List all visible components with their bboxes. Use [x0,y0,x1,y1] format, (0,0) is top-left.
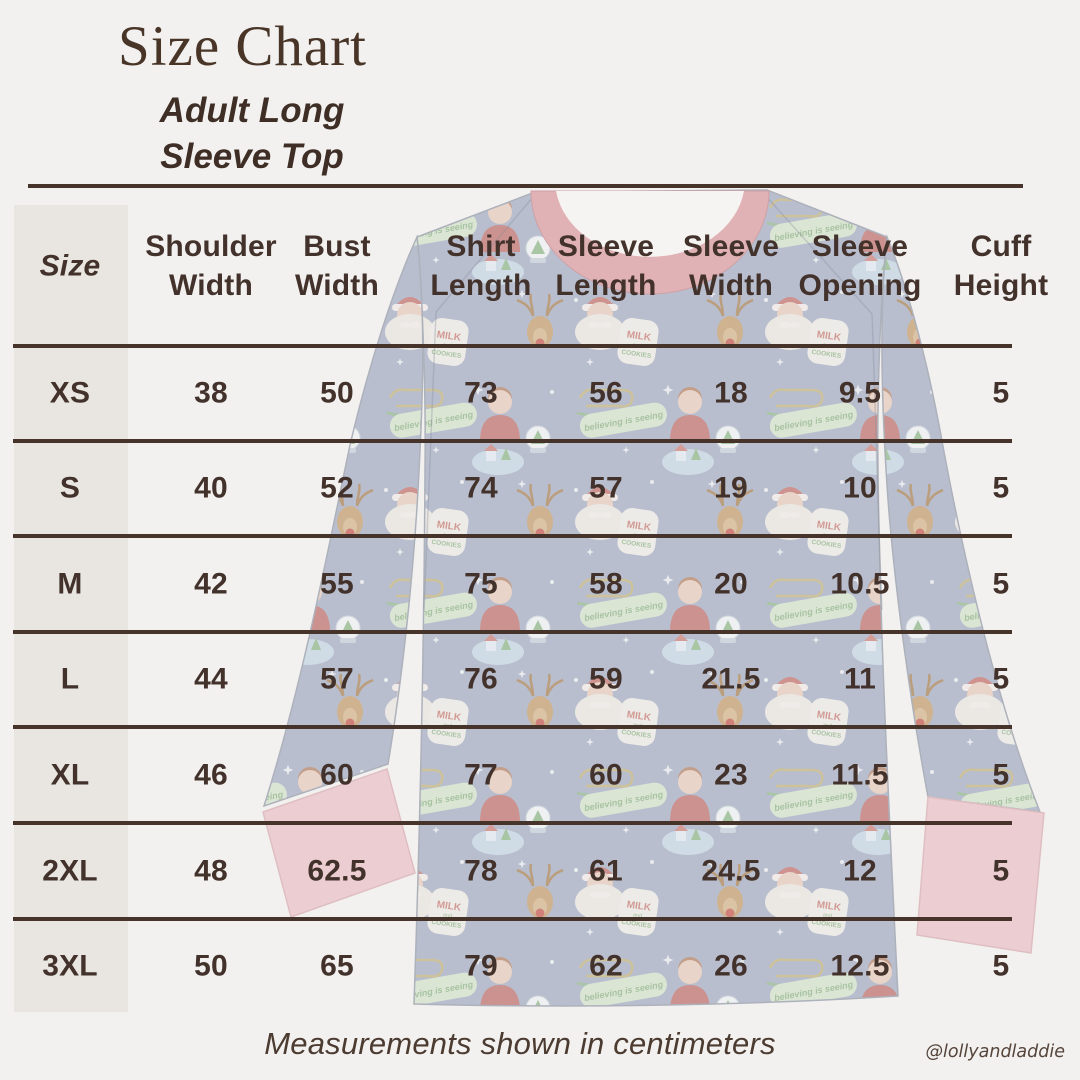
table-value: 61 [589,854,623,888]
table-value: 56 [589,376,623,410]
table-value: 50 [194,949,228,983]
shirt-right-cuff [916,796,1045,954]
row-xl-size-label: XL [50,758,90,792]
units-note: Measurements shown in centimeters [264,1026,776,1061]
shirt-seams [423,194,883,611]
divider-l [13,725,1012,729]
divider-header [13,344,1012,348]
shirt-left-cuff [262,768,416,918]
table-value: 73 [464,376,498,410]
credit-handle: @lollyandladdie [925,1042,1065,1062]
column-header-bust-width: Bust Width [294,230,380,302]
table-value: 40 [194,471,228,505]
column-header-shoulder-width: Shoulder Width [145,230,277,302]
row-l-size-label: L [60,662,80,696]
table-value: 24.5 [701,854,761,888]
divider-top [28,184,1023,188]
row-s-size-label: S [59,471,81,505]
table-value: 12.5 [830,949,890,983]
table-value: 55 [320,567,354,601]
table-value: 74 [464,471,498,505]
table-value: 5 [992,854,1010,888]
table-value: 60 [320,758,354,792]
table-value: 5 [992,471,1010,505]
table-value: 26 [714,949,748,983]
table-value: 5 [992,376,1010,410]
divider-xs [13,439,1012,443]
table-value: 9.5 [838,376,882,410]
table-value: 60 [589,758,623,792]
row-3xl-size-label: 3XL [42,949,98,983]
divider-m [13,630,1012,634]
table-value: 12 [843,854,877,888]
table-value: 18 [714,376,748,410]
table-value: 62.5 [307,854,367,888]
table-value: 46 [194,758,228,792]
table-value: 77 [464,758,498,792]
table-value: 57 [589,471,623,505]
table-value: 57 [320,662,354,696]
table-value: 42 [194,567,228,601]
column-header-sleeve-width: Sleeve Width [682,230,780,302]
table-value: 10.5 [830,567,890,601]
shirt-group [262,189,1045,1007]
column-header-sleeve-opening: Sleeve Opening [798,230,922,302]
table-value: 10 [843,471,877,505]
table-value: 59 [589,662,623,696]
divider-2xl [13,917,1012,921]
page-subtitle: Adult Long Sleeve Top [159,91,345,177]
table-value: 19 [714,471,748,505]
size-column-background [14,205,128,1012]
column-header-shirt-length: Shirt Length [430,230,532,302]
table-value: 76 [464,662,498,696]
table-value: 11.5 [831,758,889,792]
table-value: 38 [194,376,228,410]
divider-xl [13,821,1012,825]
table-value: 79 [464,949,498,983]
page-title: Size Chart [118,15,368,78]
column-header-size: Size [39,249,101,283]
shirt-left-sleeve [262,234,424,808]
table-value: 52 [320,471,354,505]
table-value: 5 [992,758,1010,792]
table-value: 44 [194,662,228,696]
table-value: 20 [714,567,748,601]
divider-s [13,534,1012,538]
shirt-collar-inside [556,191,744,257]
table-value: 50 [320,376,354,410]
table-value: 5 [992,567,1010,601]
row-xs-size-label: XS [49,376,91,410]
shirt-body [413,189,899,1007]
table-value: 48 [194,854,228,888]
table-value: 5 [992,662,1010,696]
table-value: 78 [464,854,498,888]
row-m-size-label: M [57,567,83,601]
table-value: 5 [992,949,1010,983]
table-value: 23 [714,758,748,792]
row-2xl-size-label: 2XL [42,854,98,888]
table-value: 62 [589,949,623,983]
column-header-cuff-height: Cuff Height [953,230,1049,302]
table-value: 11 [843,662,877,696]
table-value: 58 [589,567,623,601]
table-value: 21.5 [701,662,761,696]
column-header-sleeve-length: Sleeve Length [555,230,657,302]
table-value: 75 [464,567,498,601]
table-value: 65 [320,949,354,983]
